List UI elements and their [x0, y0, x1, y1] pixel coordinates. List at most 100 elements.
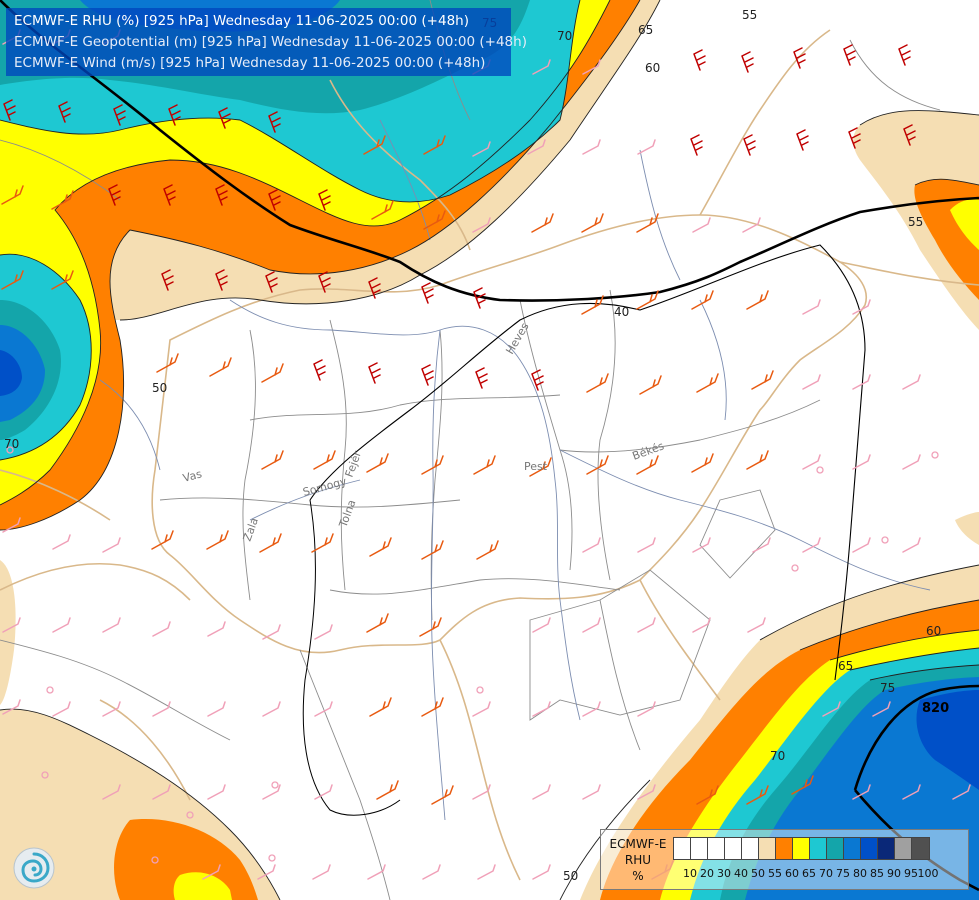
wind-barb: [367, 864, 386, 880]
wind-barb: [313, 359, 326, 381]
wind-barb: [152, 701, 171, 717]
wind-barb: [636, 455, 659, 475]
wind-barb: [262, 701, 281, 717]
wind-barb: [532, 784, 551, 800]
wind-barb: [582, 537, 601, 553]
wind-barb: [802, 374, 821, 390]
rhu-fill-southwest: [0, 512, 979, 900]
wind-barb: [852, 374, 871, 390]
wind-barb: [472, 217, 491, 233]
wind-barb: [751, 370, 774, 390]
legend-tick-label: 70: [819, 867, 833, 880]
wind-barb: [802, 299, 821, 315]
rhu-label: 50: [563, 869, 578, 883]
legend-swatch: [861, 838, 878, 859]
wind-barb: [113, 104, 126, 126]
legend-tick-label: 95: [904, 867, 918, 880]
region-label: Pest: [524, 460, 548, 473]
wind-barb: [102, 784, 121, 800]
wind-barb: [215, 184, 228, 206]
region-labels: Heves Pest Békés Vas Zala Somogy Fejér T…: [181, 320, 666, 543]
wind-barb: [529, 457, 552, 477]
wind-barb: [51, 190, 74, 210]
wind-barb: [423, 210, 446, 230]
region-label: Heves: [503, 320, 531, 356]
legend-tick-label: 60: [785, 867, 799, 880]
rivers: [99, 119, 931, 821]
wind-barb: [366, 613, 389, 633]
legend-tick-label: 75: [836, 867, 850, 880]
wind-barb: [1, 270, 24, 290]
region-label: Békés: [631, 439, 667, 463]
wind-barb: [161, 269, 174, 291]
wind-barb: [369, 537, 392, 557]
wind-barb: [152, 784, 171, 800]
wind-barb: [102, 537, 121, 553]
wind-barb: [531, 369, 544, 391]
wind-barb: [2, 517, 21, 533]
legend-tick-label: 80: [853, 867, 867, 880]
rhu-label: 70: [4, 437, 19, 451]
wind-barb: [314, 784, 333, 800]
rhu-label: 60: [645, 61, 660, 75]
wind-barb: [1, 185, 24, 205]
legend-tick-label: 55: [768, 867, 782, 880]
wind-barb: [58, 101, 71, 123]
wind-barb: [822, 701, 841, 717]
legend-swatch: [912, 838, 929, 859]
rhu-label: 55: [742, 8, 757, 22]
wind-barb: [151, 530, 174, 550]
wind-barb: [422, 864, 441, 880]
wind-barb: [311, 533, 334, 553]
wind-barb: [423, 135, 446, 155]
wind-barb: [852, 454, 871, 470]
legend-swatch: [742, 838, 759, 859]
wind-barb: [368, 362, 381, 384]
borders: [0, 29, 979, 881]
legend-colorbar: [673, 837, 930, 860]
wind-barb: [163, 184, 176, 206]
wind-barb: [262, 784, 281, 800]
wind-barb: [268, 189, 281, 211]
wind-barb: [51, 270, 74, 290]
title-rhu: ECMWF-E RHU (%) [925 hPa] Wednesday 11-0…: [14, 13, 469, 29]
wind-barb: [852, 299, 871, 315]
wind-barb: [369, 697, 392, 717]
rhu-label: 60: [926, 624, 941, 638]
wind-barb: [793, 47, 806, 69]
wind-barb: [848, 127, 861, 149]
wind-barb: [582, 617, 601, 633]
legend-tick-label: 40: [734, 867, 748, 880]
legend-swatch: [691, 838, 708, 859]
wind-barb: [209, 357, 232, 377]
legend-swatch: [725, 838, 742, 859]
wind-barb: [902, 374, 921, 390]
region-label: Somogy: [301, 475, 348, 499]
wind-barb: [903, 124, 916, 146]
wind-barb: [691, 290, 714, 310]
wind-barb: [421, 282, 434, 304]
wind-barb: [651, 860, 674, 880]
wind-barb: [102, 617, 121, 633]
rhu-label: 50: [152, 381, 167, 395]
wind-barbs: [1, 29, 971, 880]
geopotential-label: 820: [922, 701, 949, 716]
wind-barb: [376, 780, 399, 800]
wind-barb: [262, 624, 281, 640]
legend-swatch: [793, 838, 810, 859]
wind-barb: [532, 59, 551, 75]
region-label: Fejér: [343, 449, 365, 479]
legend-swatch: [759, 838, 776, 859]
legend-title: ECMWF-E RHU %: [605, 836, 671, 884]
wind-barb: [746, 450, 769, 470]
wind-barb: [747, 617, 766, 633]
wind-barb: [692, 537, 711, 553]
legend-swatch: [674, 838, 691, 859]
wind-barb: [952, 784, 971, 800]
wind-barb: [261, 450, 284, 470]
wind-barb: [637, 139, 656, 155]
legend-swatch: [708, 838, 725, 859]
wind-barb: [52, 534, 71, 550]
wind-barb: [207, 784, 226, 800]
wind-barb: [902, 537, 921, 553]
